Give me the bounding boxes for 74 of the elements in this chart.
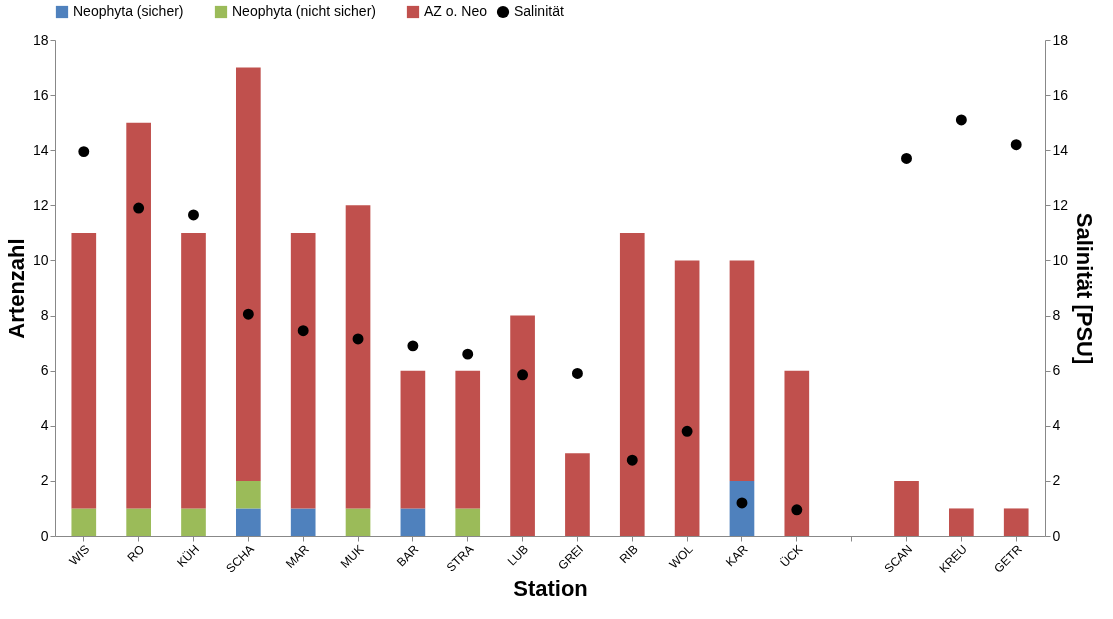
x-tick-label: RO	[124, 542, 148, 565]
bar	[894, 480, 919, 536]
y-tick-label: 6	[40, 362, 49, 379]
y2-tick-label: 10	[1052, 251, 1069, 268]
bar	[236, 508, 261, 536]
y-axis-title: Artenzahl	[3, 238, 29, 339]
y2-axis-title: Salinität [PSU]	[1072, 212, 1098, 365]
point	[901, 153, 912, 164]
point	[571, 367, 583, 379]
bar	[400, 508, 426, 536]
y-tick-label: 2	[40, 472, 49, 489]
point	[297, 325, 309, 337]
y-tick-label: 16	[32, 86, 49, 103]
point	[626, 454, 638, 466]
y-tick-label: 12	[32, 196, 49, 213]
bar	[236, 480, 261, 509]
point	[188, 209, 199, 221]
bar	[510, 315, 535, 536]
bar	[729, 260, 755, 481]
point	[242, 308, 254, 320]
bar	[1003, 508, 1029, 536]
x-tick-label: RIB	[616, 542, 641, 567]
legend-label: Neophyta (nicht sicher)	[232, 3, 376, 19]
point	[517, 369, 529, 381]
bar	[71, 232, 97, 509]
bar	[181, 232, 206, 509]
bar	[181, 508, 206, 536]
y2-tick-label: 12	[1052, 196, 1069, 213]
bar	[784, 370, 810, 536]
bar	[729, 480, 755, 536]
y-tick-label: 10	[32, 251, 49, 268]
bar	[455, 508, 481, 536]
bar	[949, 508, 974, 536]
bar	[345, 508, 371, 536]
y2-tick-label: 2	[1052, 472, 1061, 489]
y2-tick-label: 4	[1052, 417, 1061, 434]
y2-tick-label: 14	[1052, 141, 1069, 158]
point	[133, 202, 145, 214]
x-tick-label: WIS	[66, 542, 93, 569]
y-tick-label: 8	[40, 307, 49, 324]
legend-label: Neophyta (sicher)	[73, 3, 184, 19]
bar	[290, 508, 316, 536]
bar	[345, 205, 371, 509]
point	[407, 340, 419, 352]
bar	[619, 232, 645, 536]
y-tick-label: 18	[32, 31, 49, 48]
point	[78, 146, 90, 158]
y2-tick-label: 6	[1052, 362, 1061, 379]
y-tick-label: 14	[32, 141, 49, 158]
bar	[236, 67, 261, 481]
y-tick-label: 0	[40, 527, 49, 544]
y2-tick-label: 16	[1052, 86, 1069, 103]
legend-label: Salinität	[514, 3, 564, 19]
x-axis-title: Station	[513, 575, 588, 601]
y2-tick-label: 0	[1052, 527, 1061, 544]
bar	[455, 370, 481, 509]
legend-label: AZ o. Neo	[424, 3, 488, 19]
y2-tick-label: 18	[1052, 31, 1069, 48]
point	[462, 348, 474, 360]
y-tick-label: 4	[40, 417, 49, 434]
point	[736, 497, 748, 509]
bar	[290, 232, 316, 509]
bar	[71, 508, 97, 536]
bar	[400, 370, 426, 509]
bar	[674, 260, 700, 536]
point	[955, 114, 967, 126]
bar	[126, 508, 151, 536]
point	[681, 425, 693, 437]
y2-tick-label: 8	[1052, 307, 1061, 324]
bar	[565, 453, 590, 536]
point	[1010, 139, 1022, 151]
point	[791, 504, 803, 516]
point	[352, 333, 364, 345]
bar	[126, 122, 151, 509]
